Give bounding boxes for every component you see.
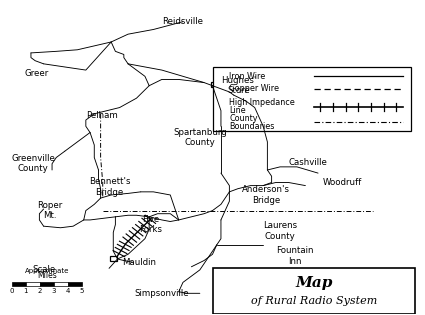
Text: Reidsville: Reidsville bbox=[162, 17, 204, 26]
Text: Copper Wire: Copper Wire bbox=[230, 84, 279, 93]
Text: 5: 5 bbox=[79, 288, 84, 294]
Text: 0: 0 bbox=[10, 288, 14, 294]
Text: Line: Line bbox=[230, 106, 246, 115]
Text: Spartanburg
County: Spartanburg County bbox=[173, 128, 227, 147]
Text: Simpsonville: Simpsonville bbox=[135, 289, 189, 298]
Text: Pelham: Pelham bbox=[86, 111, 118, 120]
Text: of Rural Radio System: of Rural Radio System bbox=[251, 296, 377, 306]
Text: Five
Forks: Five Forks bbox=[139, 215, 162, 234]
Text: Fountain
Inn: Fountain Inn bbox=[276, 246, 313, 266]
Text: Miles: Miles bbox=[37, 271, 57, 280]
Text: Greer: Greer bbox=[25, 69, 49, 78]
Text: 4: 4 bbox=[65, 288, 70, 294]
Text: Greenville
County: Greenville County bbox=[11, 154, 55, 174]
Text: Cashville: Cashville bbox=[289, 158, 327, 167]
Text: 3: 3 bbox=[51, 288, 56, 294]
Text: 1: 1 bbox=[24, 288, 28, 294]
Bar bbox=[212, 268, 415, 314]
Text: County: County bbox=[230, 114, 258, 123]
Text: Roper
Mt.: Roper Mt. bbox=[37, 201, 62, 220]
Bar bbox=[211, 82, 218, 87]
Text: Boundaries: Boundaries bbox=[230, 122, 275, 131]
Text: High Impedance: High Impedance bbox=[230, 98, 295, 107]
Text: Hughes'
Store: Hughes' Store bbox=[221, 76, 256, 95]
Text: Map: Map bbox=[295, 276, 332, 290]
Text: Approximate: Approximate bbox=[25, 268, 69, 274]
Bar bbox=[12, 282, 26, 286]
Bar bbox=[110, 256, 116, 261]
Bar bbox=[54, 282, 68, 286]
Bar bbox=[26, 282, 40, 286]
Text: Laurens
County: Laurens County bbox=[263, 221, 298, 241]
Bar bbox=[68, 282, 82, 286]
Text: Woodruff: Woodruff bbox=[322, 178, 362, 187]
Text: Iron Wire: Iron Wire bbox=[230, 72, 266, 81]
Text: Bennett's
Bridge: Bennett's Bridge bbox=[89, 177, 130, 197]
Bar bbox=[40, 282, 54, 286]
Bar bbox=[212, 67, 411, 131]
Text: Mauldin: Mauldin bbox=[122, 258, 156, 266]
Text: Scale: Scale bbox=[32, 266, 55, 274]
Text: Anderson's
Bridge: Anderson's Bridge bbox=[242, 185, 290, 205]
Text: 2: 2 bbox=[38, 288, 42, 294]
